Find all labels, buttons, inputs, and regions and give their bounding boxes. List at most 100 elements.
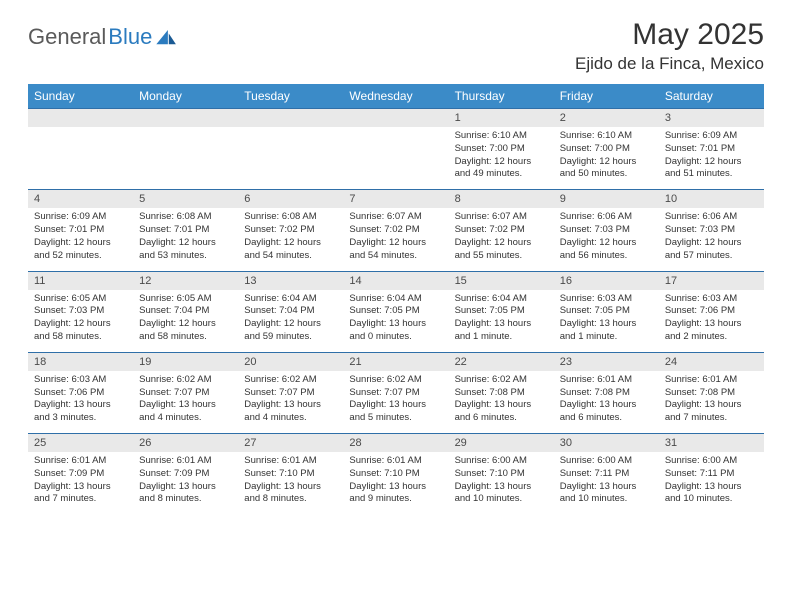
calendar-day-cell: 13Sunrise: 6:04 AMSunset: 7:04 PMDayligh… [238,271,343,352]
day-content [343,127,448,181]
day-content: Sunrise: 6:01 AMSunset: 7:09 PMDaylight:… [133,452,238,514]
weekday-header: Sunday [28,84,133,109]
day-content: Sunrise: 6:04 AMSunset: 7:05 PMDaylight:… [343,290,448,352]
calendar-day-cell: 4Sunrise: 6:09 AMSunset: 7:01 PMDaylight… [28,190,133,271]
day-number: 8 [449,190,554,208]
calendar-day-cell: 18Sunrise: 6:03 AMSunset: 7:06 PMDayligh… [28,352,133,433]
day-content: Sunrise: 6:10 AMSunset: 7:00 PMDaylight:… [554,127,659,189]
day-content: Sunrise: 6:00 AMSunset: 7:11 PMDaylight:… [659,452,764,514]
calendar-day-cell: 27Sunrise: 6:01 AMSunset: 7:10 PMDayligh… [238,434,343,515]
day-number: 27 [238,434,343,452]
day-number [238,109,343,127]
day-number: 29 [449,434,554,452]
day-number: 7 [343,190,448,208]
calendar-day-cell: 16Sunrise: 6:03 AMSunset: 7:05 PMDayligh… [554,271,659,352]
day-number: 17 [659,272,764,290]
day-content [238,127,343,181]
calendar-day-cell [238,109,343,190]
calendar-day-cell: 2Sunrise: 6:10 AMSunset: 7:00 PMDaylight… [554,109,659,190]
calendar-week-row: 18Sunrise: 6:03 AMSunset: 7:06 PMDayligh… [28,352,764,433]
day-content: Sunrise: 6:09 AMSunset: 7:01 PMDaylight:… [659,127,764,189]
day-content: Sunrise: 6:06 AMSunset: 7:03 PMDaylight:… [659,208,764,270]
weekday-header: Monday [133,84,238,109]
day-number: 25 [28,434,133,452]
day-content: Sunrise: 6:02 AMSunset: 7:07 PMDaylight:… [343,371,448,433]
day-content: Sunrise: 6:00 AMSunset: 7:11 PMDaylight:… [554,452,659,514]
calendar-day-cell: 12Sunrise: 6:05 AMSunset: 7:04 PMDayligh… [133,271,238,352]
calendar-day-cell: 23Sunrise: 6:01 AMSunset: 7:08 PMDayligh… [554,352,659,433]
day-number: 10 [659,190,764,208]
logo-sail-icon [156,30,178,46]
calendar-week-row: 4Sunrise: 6:09 AMSunset: 7:01 PMDaylight… [28,190,764,271]
calendar-body: 1Sunrise: 6:10 AMSunset: 7:00 PMDaylight… [28,109,764,515]
calendar-day-cell [28,109,133,190]
calendar-day-cell: 31Sunrise: 6:00 AMSunset: 7:11 PMDayligh… [659,434,764,515]
calendar-day-cell: 25Sunrise: 6:01 AMSunset: 7:09 PMDayligh… [28,434,133,515]
logo: General Blue [28,18,178,50]
day-content: Sunrise: 6:03 AMSunset: 7:06 PMDaylight:… [659,290,764,352]
calendar-day-cell: 20Sunrise: 6:02 AMSunset: 7:07 PMDayligh… [238,352,343,433]
calendar-day-cell: 5Sunrise: 6:08 AMSunset: 7:01 PMDaylight… [133,190,238,271]
day-content: Sunrise: 6:01 AMSunset: 7:09 PMDaylight:… [28,452,133,514]
calendar-week-row: 11Sunrise: 6:05 AMSunset: 7:03 PMDayligh… [28,271,764,352]
calendar-day-cell: 26Sunrise: 6:01 AMSunset: 7:09 PMDayligh… [133,434,238,515]
calendar-day-cell: 7Sunrise: 6:07 AMSunset: 7:02 PMDaylight… [343,190,448,271]
day-content: Sunrise: 6:07 AMSunset: 7:02 PMDaylight:… [343,208,448,270]
calendar-day-cell: 19Sunrise: 6:02 AMSunset: 7:07 PMDayligh… [133,352,238,433]
day-content: Sunrise: 6:02 AMSunset: 7:07 PMDaylight:… [238,371,343,433]
day-content: Sunrise: 6:03 AMSunset: 7:06 PMDaylight:… [28,371,133,433]
calendar-day-cell: 21Sunrise: 6:02 AMSunset: 7:07 PMDayligh… [343,352,448,433]
day-content: Sunrise: 6:02 AMSunset: 7:08 PMDaylight:… [449,371,554,433]
calendar-day-cell: 28Sunrise: 6:01 AMSunset: 7:10 PMDayligh… [343,434,448,515]
logo-text-general: General [28,24,106,50]
day-number: 24 [659,353,764,371]
calendar-day-cell: 9Sunrise: 6:06 AMSunset: 7:03 PMDaylight… [554,190,659,271]
day-content: Sunrise: 6:04 AMSunset: 7:05 PMDaylight:… [449,290,554,352]
calendar-day-cell: 14Sunrise: 6:04 AMSunset: 7:05 PMDayligh… [343,271,448,352]
calendar-day-cell: 30Sunrise: 6:00 AMSunset: 7:11 PMDayligh… [554,434,659,515]
day-content: Sunrise: 6:00 AMSunset: 7:10 PMDaylight:… [449,452,554,514]
day-number: 4 [28,190,133,208]
day-number: 20 [238,353,343,371]
weekday-header: Wednesday [343,84,448,109]
day-content: Sunrise: 6:10 AMSunset: 7:00 PMDaylight:… [449,127,554,189]
day-number: 22 [449,353,554,371]
day-content: Sunrise: 6:01 AMSunset: 7:08 PMDaylight:… [554,371,659,433]
calendar-day-cell: 15Sunrise: 6:04 AMSunset: 7:05 PMDayligh… [449,271,554,352]
day-number: 23 [554,353,659,371]
day-content: Sunrise: 6:04 AMSunset: 7:04 PMDaylight:… [238,290,343,352]
calendar-day-cell: 8Sunrise: 6:07 AMSunset: 7:02 PMDaylight… [449,190,554,271]
day-number: 1 [449,109,554,127]
day-content: Sunrise: 6:06 AMSunset: 7:03 PMDaylight:… [554,208,659,270]
day-number: 21 [343,353,448,371]
day-number: 18 [28,353,133,371]
calendar-day-cell: 24Sunrise: 6:01 AMSunset: 7:08 PMDayligh… [659,352,764,433]
day-content: Sunrise: 6:01 AMSunset: 7:10 PMDaylight:… [238,452,343,514]
calendar-week-row: 25Sunrise: 6:01 AMSunset: 7:09 PMDayligh… [28,434,764,515]
day-content: Sunrise: 6:03 AMSunset: 7:05 PMDaylight:… [554,290,659,352]
day-number: 9 [554,190,659,208]
weekday-header: Thursday [449,84,554,109]
calendar-table: SundayMondayTuesdayWednesdayThursdayFrid… [28,84,764,514]
day-number: 5 [133,190,238,208]
day-number: 19 [133,353,238,371]
day-content: Sunrise: 6:07 AMSunset: 7:02 PMDaylight:… [449,208,554,270]
location: Ejido de la Finca, Mexico [575,54,764,74]
weekday-header: Friday [554,84,659,109]
day-number: 11 [28,272,133,290]
day-content [28,127,133,181]
day-number: 31 [659,434,764,452]
day-content: Sunrise: 6:08 AMSunset: 7:01 PMDaylight:… [133,208,238,270]
day-content: Sunrise: 6:01 AMSunset: 7:08 PMDaylight:… [659,371,764,433]
day-number [343,109,448,127]
weekday-header: Tuesday [238,84,343,109]
calendar-day-cell: 29Sunrise: 6:00 AMSunset: 7:10 PMDayligh… [449,434,554,515]
calendar-day-cell [133,109,238,190]
day-number: 6 [238,190,343,208]
day-content: Sunrise: 6:05 AMSunset: 7:03 PMDaylight:… [28,290,133,352]
calendar-week-row: 1Sunrise: 6:10 AMSunset: 7:00 PMDaylight… [28,109,764,190]
calendar-day-cell: 1Sunrise: 6:10 AMSunset: 7:00 PMDaylight… [449,109,554,190]
calendar-page: General Blue May 2025 Ejido de la Finca,… [0,0,792,532]
calendar-day-cell [343,109,448,190]
day-number: 2 [554,109,659,127]
